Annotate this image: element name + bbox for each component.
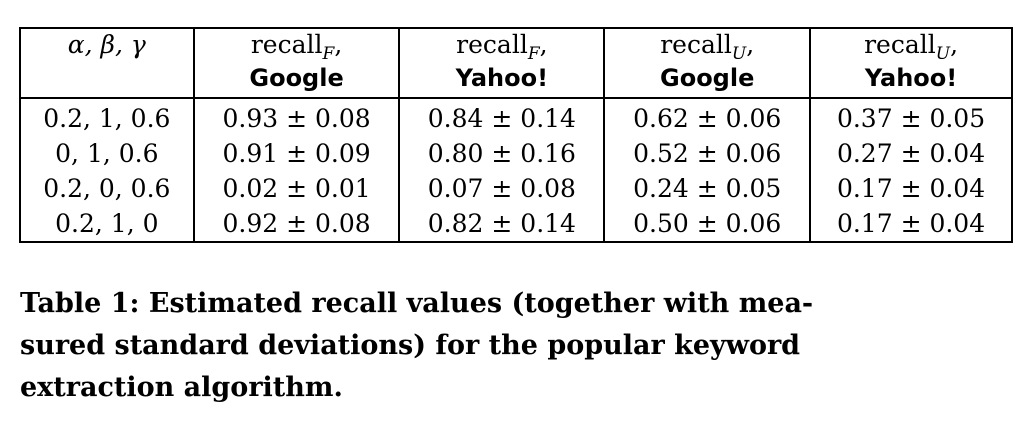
header-recall-u-yahoo-sub: U — [935, 44, 951, 64]
header-params-label: α, β, γ — [67, 30, 146, 59]
header-recall-u-google-engine: Google — [660, 64, 755, 92]
table-header: α, β, γ recallF, Google recallF, Yahoo! … — [19, 27, 1013, 99]
table-cell: 0.93 ± 0.08 — [192, 98, 401, 136]
header-recall-u-google: recallU, Google — [603, 27, 812, 99]
caption-line: sured standard deviations) for the popul… — [20, 330, 801, 361]
table-cell: 0.50 ± 0.06 — [603, 206, 812, 243]
table-cell: 0.82 ± 0.14 — [398, 206, 606, 243]
header-recall-f-yahoo-base: recall — [456, 30, 528, 59]
table-body: 0.2, 1, 0.6 0.93 ± 0.08 0.84 ± 0.14 0.62… — [19, 98, 1013, 243]
caption-line: extraction algorithm. — [20, 372, 343, 403]
header-recall-u-yahoo-base: recall — [864, 30, 936, 59]
header-recall-u-yahoo-engine: Yahoo! — [864, 64, 958, 92]
table-cell: 0.92 ± 0.08 — [192, 206, 401, 243]
header-recall-f-google-base: recall — [250, 30, 323, 59]
header-recall-u-yahoo-suffix: , — [950, 30, 959, 59]
header-recall-f-yahoo-sub: F — [527, 44, 540, 64]
table-cell: 0.24 ± 0.05 — [603, 171, 812, 206]
header-recall-f-yahoo-suffix: , — [539, 30, 548, 59]
table-cell: 0.62 ± 0.06 — [603, 98, 812, 136]
table-row: 0.2, 1, 0.6 0.93 ± 0.08 0.84 ± 0.14 0.62… — [19, 98, 1013, 136]
header-recall-u-google-suffix: , — [746, 30, 755, 59]
header-recall-f-google: recallF, Google — [192, 27, 401, 99]
header-recall-f-yahoo-engine: Yahoo! — [455, 64, 549, 92]
table-cell: 0, 1, 0.6 — [19, 136, 195, 171]
header-row: α, β, γ recallF, Google recallF, Yahoo! … — [19, 27, 1013, 99]
table-caption: Table 1: Estimated recall values (togeth… — [20, 283, 1010, 409]
table-cell: 0.37 ± 0.05 — [809, 98, 1013, 136]
table-cell: 0.17 ± 0.04 — [809, 206, 1013, 243]
table-cell: 0.52 ± 0.06 — [603, 136, 812, 171]
table-cell: 0.2, 1, 0 — [19, 206, 195, 243]
table-cell: 0.84 ± 0.14 — [398, 98, 606, 136]
header-recall-u-google-sub: U — [731, 44, 747, 64]
table-cell: 0.02 ± 0.01 — [192, 171, 401, 206]
header-recall-u-yahoo: recallU, Yahoo! — [809, 27, 1013, 99]
header-recall-f-google-suffix: , — [334, 30, 343, 59]
table-cell: 0.17 ± 0.04 — [809, 171, 1013, 206]
table-cell: 0.27 ± 0.04 — [809, 136, 1013, 171]
header-params: α, β, γ — [19, 27, 195, 99]
header-recall-f-google-sub: F — [322, 44, 335, 64]
caption-line: Table 1: Estimated recall values (togeth… — [20, 288, 814, 319]
header-recall-f-yahoo: recallF, Yahoo! — [398, 27, 606, 99]
table-row: 0.2, 0, 0.6 0.02 ± 0.01 0.07 ± 0.08 0.24… — [19, 171, 1013, 206]
table-row: 0.2, 1, 0 0.92 ± 0.08 0.82 ± 0.14 0.50 ±… — [19, 206, 1013, 243]
header-recall-f-google-engine: Google — [249, 64, 344, 92]
table-cell: 0.2, 1, 0.6 — [19, 98, 195, 136]
table-cell: 0.80 ± 0.16 — [398, 136, 606, 171]
table-row: 0, 1, 0.6 0.91 ± 0.09 0.80 ± 0.16 0.52 ±… — [19, 136, 1013, 171]
header-recall-u-google-base: recall — [660, 30, 732, 59]
table-cell: 0.2, 0, 0.6 — [19, 171, 195, 206]
table-cell: 0.91 ± 0.09 — [192, 136, 401, 171]
recall-table: α, β, γ recallF, Google recallF, Yahoo! … — [19, 27, 1013, 243]
table-cell: 0.07 ± 0.08 — [398, 171, 606, 206]
